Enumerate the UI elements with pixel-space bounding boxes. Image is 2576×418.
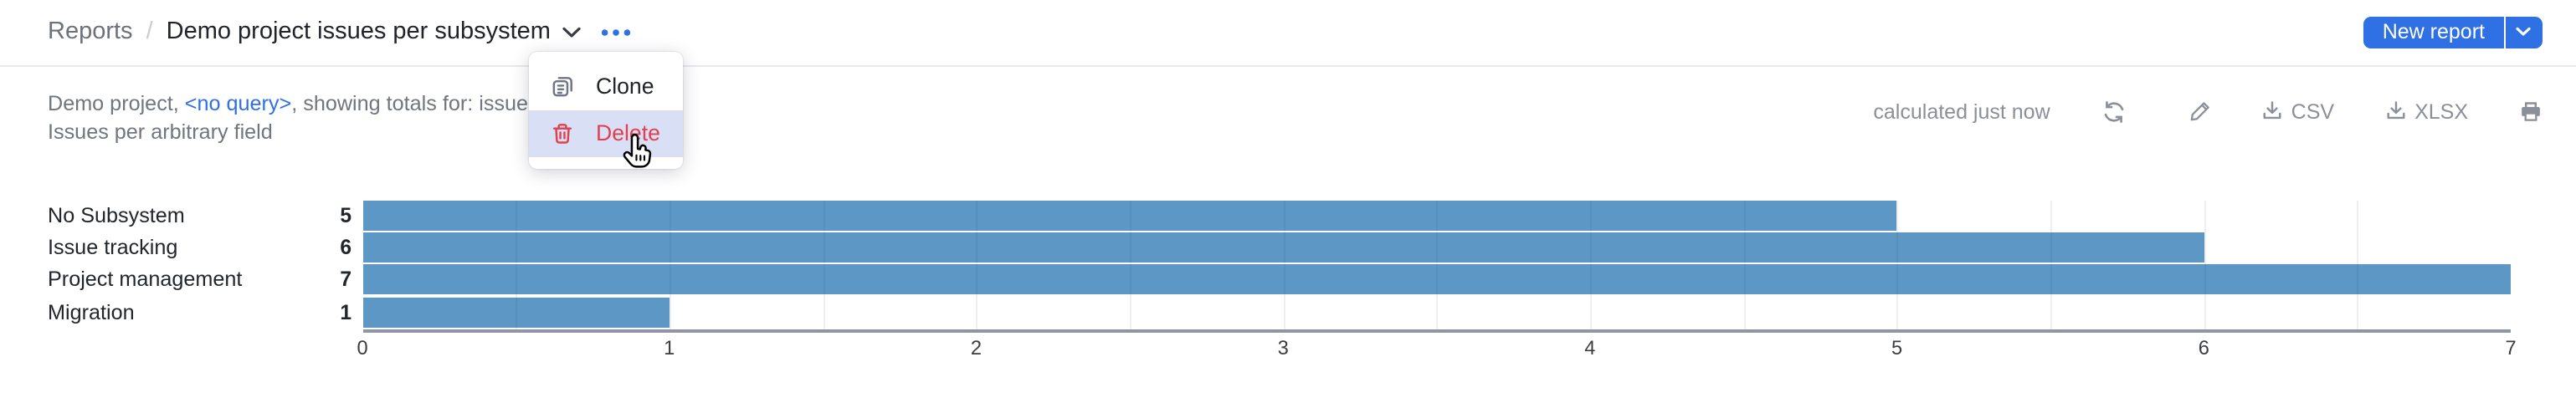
- category-value: 5: [340, 203, 352, 227]
- gridline: [976, 200, 978, 330]
- new-report-dropdown-button[interactable]: [2505, 17, 2542, 48]
- refresh-icon: [2104, 100, 2123, 122]
- chevron-down-icon: [2516, 28, 2531, 37]
- gridline: [669, 200, 671, 330]
- gridline: [1436, 200, 1439, 330]
- gridline: [2050, 200, 2052, 330]
- refresh-button[interactable]: [2102, 99, 2126, 123]
- printer-icon: [2521, 101, 2539, 120]
- category-label: Issue tracking: [48, 235, 178, 259]
- x-tick-label: 3: [1277, 335, 1289, 359]
- gridline: [1129, 200, 1131, 330]
- page-title: Demo project issues per subsystem: [166, 18, 551, 46]
- more-options-button[interactable]: [601, 28, 631, 37]
- x-tick-label: 0: [357, 335, 368, 359]
- chevron-down-icon: [562, 27, 581, 38]
- gridline: [516, 200, 518, 330]
- download-icon: [2386, 101, 2404, 120]
- title-dropdown-button[interactable]: [562, 27, 581, 38]
- category-value: 7: [340, 268, 352, 292]
- report-summary: Demo project, <no query>, showing totals…: [48, 90, 578, 147]
- download-icon: [2263, 101, 2281, 120]
- bar-issue-tracking[interactable]: [362, 232, 2204, 263]
- edit-report-button[interactable]: [2189, 100, 2211, 122]
- report-context-menu: Clone Delete: [529, 51, 683, 168]
- xlsx-label: XLSX: [2414, 99, 2468, 123]
- gridline: [1743, 200, 1746, 330]
- breadcrumb-reports-link[interactable]: Reports: [48, 18, 133, 46]
- breadcrumb: Reports / Demo project issues per subsys…: [48, 19, 2364, 46]
- export-xlsx-button[interactable]: XLSX: [2384, 99, 2468, 123]
- print-button[interactable]: [2518, 99, 2542, 123]
- menu-item-label: Delete: [596, 120, 660, 145]
- category-label: Migration: [48, 300, 135, 324]
- breadcrumb-separator: /: [146, 18, 153, 46]
- x-tick-label: 1: [664, 335, 675, 359]
- gridline: [1283, 200, 1285, 330]
- x-tick-label: 4: [1584, 335, 1596, 359]
- menu-item-label: Clone: [596, 74, 654, 99]
- new-report-split-button: New report: [2363, 17, 2542, 48]
- x-axis-line: [362, 329, 2511, 333]
- clone-icon: [551, 74, 574, 98]
- page-header: Reports / Demo project issues per subsys…: [0, 0, 2576, 66]
- new-report-button[interactable]: New report: [2363, 17, 2503, 48]
- ellipsis-icon: [601, 28, 631, 36]
- category-label: Project management: [48, 268, 243, 292]
- export-csv-button[interactable]: CSV: [2261, 99, 2334, 123]
- calculation-status: calculated just now: [1873, 99, 2050, 123]
- gridline: [823, 200, 825, 330]
- gridline: [2357, 200, 2359, 330]
- x-tick-label: 6: [2198, 335, 2209, 359]
- category-value: 1: [340, 300, 352, 324]
- bar-project-management[interactable]: [362, 264, 2511, 295]
- csv-label: CSV: [2291, 99, 2335, 123]
- x-tick-label: 2: [970, 335, 982, 359]
- hand-cursor-icon: [623, 133, 652, 168]
- summary-prefix: Demo project,: [48, 92, 185, 115]
- gridline: [1589, 200, 1592, 330]
- bar-migration[interactable]: [362, 297, 670, 328]
- category-label: No Subsystem: [48, 203, 185, 227]
- menu-item-clone[interactable]: Clone: [529, 63, 683, 110]
- no-query-link[interactable]: <no query>: [184, 92, 292, 115]
- category-value: 6: [340, 235, 352, 259]
- gridline: [1896, 200, 1899, 330]
- report-type-label: Issues per arbitrary field: [48, 120, 273, 144]
- trash-icon: [551, 121, 574, 145]
- bar-no-subsystem[interactable]: [362, 200, 1897, 230]
- menu-item-delete[interactable]: Delete: [529, 110, 683, 156]
- gridline: [2204, 200, 2206, 330]
- x-tick-label: 5: [1891, 335, 1903, 359]
- pencil-icon: [2190, 102, 2209, 121]
- x-tick-label: 7: [2505, 335, 2517, 359]
- report-summary-line1: Demo project, <no query>, showing totals…: [48, 90, 578, 119]
- report-toolbar: calculated just now CSV XLSX: [1873, 95, 2542, 127]
